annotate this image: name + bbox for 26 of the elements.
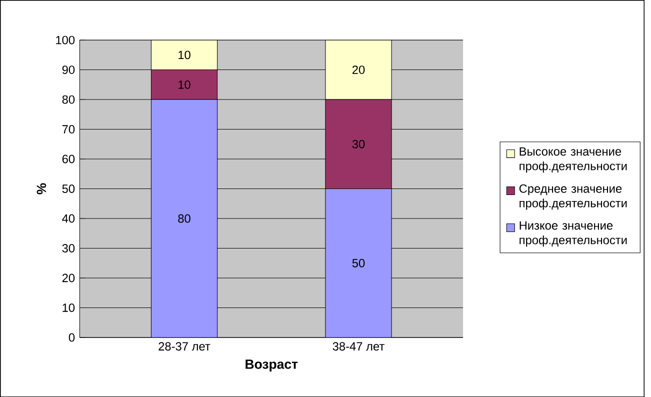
y-tick-label: 60 (62, 154, 75, 164)
data-label: 80 (178, 214, 190, 223)
x-tick-label: 28-37 лет (158, 342, 210, 350)
x-axis-title: Возраст (246, 359, 298, 372)
legend-label: Высокое значение проф.деятельности (520, 147, 627, 172)
data-label: 20 (352, 65, 365, 74)
legend-label: Низкое значение проф.деятельности (520, 221, 627, 246)
y-tick-label: 50 (62, 184, 75, 193)
y-tick-label: 10 (62, 303, 75, 312)
data-label: 10 (178, 80, 190, 89)
x-tick-label: 38-47 лет (332, 342, 384, 350)
legend-label: Среднее значение проф.деятельности (519, 184, 627, 210)
bar (325, 188, 392, 338)
y-tick-label: 70 (62, 124, 75, 134)
y-tick-label: 30 (62, 244, 75, 252)
y-tick-label: 90 (62, 65, 75, 74)
y-tick-label: 40 (62, 214, 75, 223)
bar (150, 99, 218, 338)
y-tick-label: 80 (62, 95, 75, 104)
data-label: 30 (352, 140, 365, 148)
data-label: 10 (178, 50, 190, 59)
y-axis-title: % (36, 183, 46, 194)
y-tick-label: 100 (56, 36, 75, 44)
data-label: 50 (352, 258, 365, 268)
y-tick-label: 0 (68, 333, 75, 342)
y-tick-label: 20 (62, 274, 75, 282)
